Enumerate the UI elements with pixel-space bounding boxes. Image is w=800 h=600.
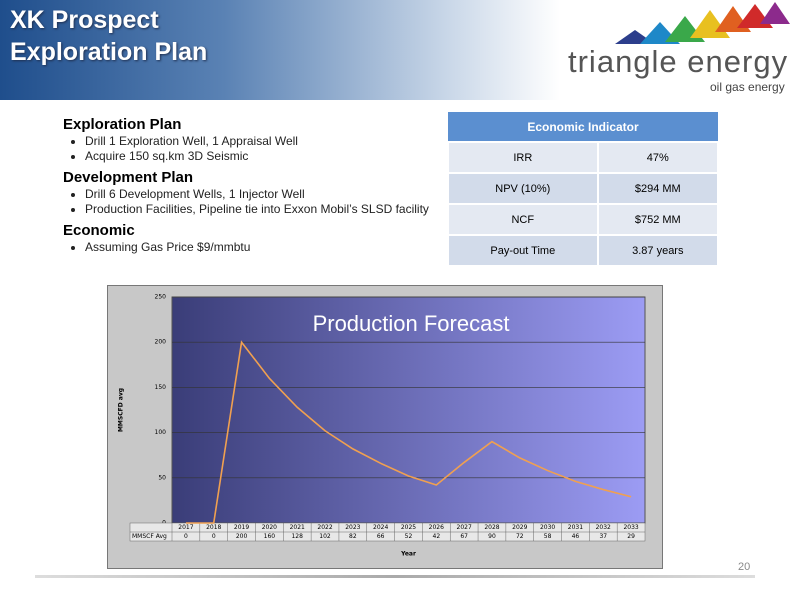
x-tick-label: 2031 <box>568 524 583 531</box>
data-value-label: 128 <box>291 533 303 540</box>
table-cell: 47% <box>596 141 720 174</box>
section: Exploration PlanDrill 1 Exploration Well… <box>63 116 433 163</box>
table-cell: NPV (10%) <box>447 172 599 205</box>
chart-title: Production Forecast <box>313 311 510 336</box>
data-value-label: 90 <box>488 533 496 540</box>
title-line: Exploration Plan <box>10 38 208 66</box>
y-tick-label: 250 <box>155 294 167 301</box>
bullet: Assuming Gas Price $9/mmbtu <box>85 240 433 254</box>
x-tick-label: 2018 <box>206 524 221 531</box>
section: Development PlanDrill 6 Development Well… <box>63 169 433 216</box>
data-value-label: 67 <box>460 533 468 540</box>
data-value-label: 66 <box>377 533 385 540</box>
data-value-label: 42 <box>433 533 441 540</box>
bullet: Production Facilities, Pipeline tie into… <box>85 202 433 216</box>
section-heading: Exploration Plan <box>63 116 182 133</box>
table-cell: $752 MM <box>596 203 720 236</box>
bullet: Acquire 150 sq.km 3D Seismic <box>85 149 433 163</box>
x-tick-label: 2030 <box>540 524 555 531</box>
x-tick-label: 2033 <box>623 524 638 531</box>
bullet-list: Drill 1 Exploration Well, 1 Appraisal We… <box>63 134 433 163</box>
table-cell: Pay-out Time <box>447 234 599 267</box>
y-axis-label: MMSCFD avg <box>118 388 125 432</box>
footer-rule <box>35 575 755 578</box>
data-value-label: 46 <box>572 533 580 540</box>
data-value-label: 29 <box>627 533 635 540</box>
page-number: 20 <box>738 561 751 573</box>
table-row: NCF $752 MM <box>447 203 720 236</box>
table-cell: $294 MM <box>596 172 720 205</box>
economic-table: Economic Indicator IRR 47% NPV (10%) $294 M… <box>447 112 720 267</box>
data-value-label: 200 <box>236 533 248 540</box>
data-value-label: 0 <box>212 533 216 540</box>
x-tick-label: 2026 <box>429 524 444 531</box>
legend-label: MMSCF Avg <box>132 533 167 540</box>
y-tick-label: 50 <box>158 474 166 481</box>
x-tick-label: 2025 <box>401 524 416 531</box>
header-banner: XK Prospect Exploration Plan <box>0 0 560 100</box>
x-tick-label: 2032 <box>596 524 611 531</box>
chart: 0 50 100 150 200 250 Production Forecast MMSCFD… <box>107 285 663 569</box>
x-tick-label: 2024 <box>373 524 388 531</box>
data-value-label: 37 <box>599 533 607 540</box>
line-series <box>185 340 632 524</box>
text-sections: Exploration PlanDrill 1 Exploration Well… <box>63 114 433 260</box>
bullet: Drill 6 Development Wells, 1 Injector We… <box>85 187 433 201</box>
table-cell: NCF <box>447 203 599 236</box>
table-row: Pay-out Time 3.87 years <box>447 234 720 267</box>
section-heading: Development Plan <box>63 169 194 186</box>
x-axis-label: Year <box>400 551 416 558</box>
logo-name: triangle energy <box>568 44 789 79</box>
data-value-label: 52 <box>405 533 413 540</box>
x-tick-label: 2020 <box>262 524 277 531</box>
data-value-label: 58 <box>544 533 552 540</box>
logo-tagline: oil gas energy <box>710 80 785 94</box>
y-tick-label: 100 <box>155 429 167 436</box>
x-tick-label: 2027 <box>457 524 472 531</box>
bullet: Drill 1 Exploration Well, 1 Appraisal We… <box>85 134 433 148</box>
y-tick-label: 200 <box>155 339 167 346</box>
x-tick-label: 2029 <box>512 524 527 531</box>
table-header: Economic Indicator <box>448 112 718 143</box>
section: EconomicAssuming Gas Price $9/mmbtu <box>63 222 433 254</box>
x-tick-label: 2017 <box>178 524 193 531</box>
x-tick-label: 2022 <box>317 524 332 531</box>
x-tick-label: 2021 <box>290 524 305 531</box>
table-cell: IRR <box>447 141 599 174</box>
data-value-label: 0 <box>184 533 188 540</box>
x-tick-label: 2023 <box>345 524 360 531</box>
data-value-label: 160 <box>264 533 276 540</box>
x-tick-label: 2019 <box>234 524 249 531</box>
data-value-label: 102 <box>319 533 331 540</box>
bullet-list: Drill 6 Development Wells, 1 Injector We… <box>63 187 433 216</box>
x-tick-label: 2028 <box>484 524 499 531</box>
y-tick-label: 150 <box>155 384 167 391</box>
data-value-label: 72 <box>516 533 524 540</box>
data-value-label: 82 <box>349 533 357 540</box>
bullet-list: Assuming Gas Price $9/mmbtu <box>63 240 433 254</box>
section-heading: Economic <box>63 222 135 239</box>
title-line: XK Prospect <box>10 6 159 34</box>
logo-mark <box>615 2 790 44</box>
table-cell: 3.87 years <box>596 234 720 267</box>
table-row: IRR 47% <box>447 141 720 174</box>
table-row: NPV (10%) $294 MM <box>447 172 720 205</box>
